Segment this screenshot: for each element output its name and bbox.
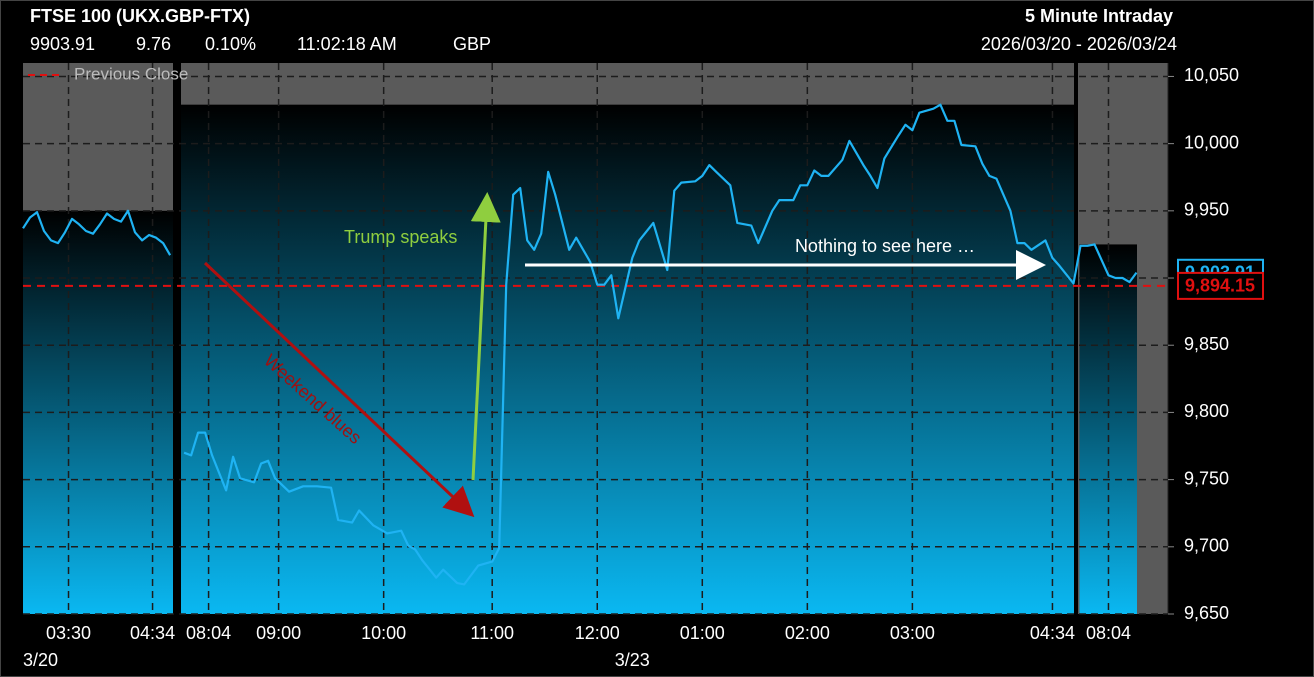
session-fill: [176, 104, 1078, 614]
x-tick-label: 12:00: [575, 623, 620, 643]
x-tick-label: 02:00: [785, 623, 830, 643]
x-tick-label: 04:34: [1030, 623, 1075, 643]
quote-time: 11:02:18 AM: [297, 34, 397, 54]
y-tick-label: 9,650: [1184, 603, 1229, 623]
session-break: [173, 63, 181, 614]
x-tick-label: 03:30: [46, 623, 91, 643]
annotation: Trump speaks: [344, 227, 457, 247]
y-tick-label: 10,050: [1184, 65, 1239, 85]
annotation: Nothing to see here …: [795, 236, 975, 256]
previous-close-box: [1177, 271, 1264, 300]
previous-close-label: 9,894.15: [1185, 276, 1255, 296]
x-tick-label: 08:04: [1086, 623, 1131, 643]
date-label: 3/23: [615, 650, 650, 670]
x-tick-label: 11:00: [470, 623, 514, 643]
change-pct: 0.10%: [205, 34, 256, 54]
x-tick-label: 10:00: [361, 623, 406, 643]
session-break: [1074, 63, 1078, 614]
date-range: 2026/03/20 - 2026/03/24: [981, 34, 1177, 54]
x-tick-label: 03:00: [890, 623, 935, 643]
arrow: [203, 261, 475, 518]
price-line: [22, 103, 1138, 586]
currency: GBP: [453, 34, 491, 54]
x-tick-label: 04:34: [130, 623, 175, 643]
x-tick-label: 08:04: [186, 623, 231, 643]
date-label: 3/20: [23, 650, 58, 670]
plot-area: Previous Close: [22, 63, 1174, 615]
chart-title: FTSE 100 (UKX.GBP-FTX): [30, 6, 250, 26]
y-tick-label: 9,850: [1184, 334, 1229, 354]
x-tick-label: 01:00: [680, 623, 725, 643]
y-tick-label: 9,750: [1184, 468, 1229, 488]
subtitle: 5 Minute Intraday: [1025, 6, 1173, 26]
y-tick-label: 10,000: [1184, 132, 1239, 152]
y-tick-label: 9,950: [1184, 200, 1229, 220]
y-tick-label: 9,700: [1184, 536, 1229, 556]
x-tick-label: 09:00: [256, 623, 301, 643]
y-tick-label: 9,800: [1184, 401, 1229, 421]
last-price: 9903.91: [30, 34, 95, 54]
arrow: [470, 192, 501, 481]
change: 9.76: [136, 34, 171, 54]
legend-label: Previous Close: [74, 64, 188, 83]
